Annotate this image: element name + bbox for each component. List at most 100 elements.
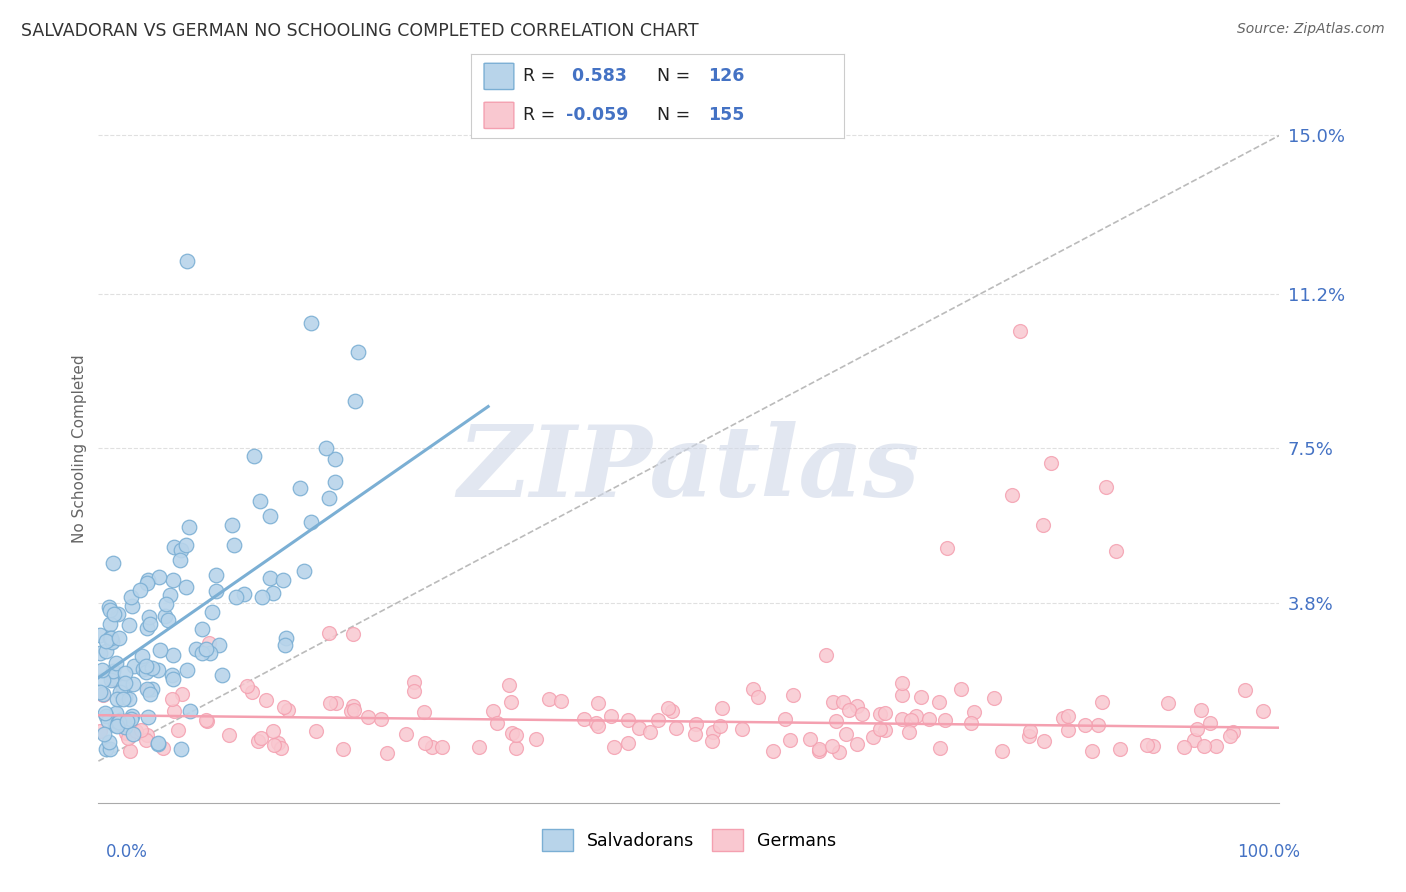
Point [100,673,122,687]
Point [898,725,921,739]
Point [122,727,145,741]
Point [709,719,731,733]
Point [135,728,157,742]
Point [91,688,114,702]
Point [370,712,392,726]
Point [990,744,1012,758]
Point [572,712,595,726]
Point [98,616,121,631]
Point [741,681,763,696]
Point [259,571,281,585]
Point [1189,703,1212,717]
Point [94,644,117,658]
Point [343,703,366,717]
Point [191,646,214,660]
Point [603,739,626,754]
Point [211,668,233,682]
Point [128,582,150,597]
Point [174,580,197,594]
Point [162,692,184,706]
Text: SALVADORAN VS GERMAN NO SCHOOLING COMPLETED CORRELATION CHART: SALVADORAN VS GERMAN NO SCHOOLING COMPLE… [21,22,699,40]
Point [135,659,157,673]
Point [198,636,221,650]
Point [505,741,527,756]
Point [225,590,247,604]
Point [246,734,269,748]
Point [108,685,131,699]
Point [347,345,370,359]
Point [89,723,111,738]
Point [375,746,398,760]
Text: 126: 126 [707,68,744,86]
Point [1087,718,1109,732]
Point [114,676,136,690]
Point [89,646,111,660]
Point [808,744,831,758]
Point [875,723,897,737]
Point [1233,683,1256,698]
Point [153,608,176,623]
Point [177,520,200,534]
Point [162,540,184,554]
Point [121,677,143,691]
Point [395,727,418,741]
Point [233,586,256,600]
Point [94,709,117,723]
Point [538,692,561,706]
Point [176,253,198,268]
Point [262,586,284,600]
Point [132,662,155,676]
Point [949,682,972,697]
Point [195,713,218,727]
Point [617,713,640,727]
Point [323,452,346,467]
Point [665,721,688,735]
Point [1056,709,1078,723]
Point [117,714,139,728]
Point [141,682,163,697]
Point [873,706,896,720]
Point [413,705,436,719]
Point [221,518,243,533]
Point [814,648,837,662]
Point [600,708,623,723]
Point [343,393,366,408]
Point [93,727,115,741]
Text: ZIPatlas: ZIPatlas [458,421,920,517]
Point [1032,518,1054,533]
Point [323,475,346,490]
Y-axis label: No Schooling Completed: No Schooling Completed [72,354,87,542]
Point [661,704,683,718]
Point [1074,718,1097,732]
Point [136,573,159,587]
Point [98,734,121,748]
Point [1081,744,1104,758]
Point [935,541,957,556]
Point [1008,325,1031,339]
Point [201,605,224,619]
Point [254,693,277,707]
Point [1198,716,1220,731]
Point [103,607,125,621]
Point [869,722,891,736]
Point [318,626,340,640]
Point [176,664,198,678]
Point [152,741,174,756]
Point [107,607,129,621]
Point [702,725,724,739]
Point [97,714,120,729]
Point [96,634,118,648]
Point [108,632,131,646]
Point [918,712,941,726]
Point [114,666,136,681]
Point [775,712,797,726]
Point [240,684,263,698]
Point [163,704,186,718]
Text: 100.0%: 100.0% [1237,843,1301,861]
Point [731,723,754,737]
Point [191,622,214,636]
Point [904,709,927,723]
Point [402,683,425,698]
Point [1184,732,1206,747]
Point [342,699,364,714]
